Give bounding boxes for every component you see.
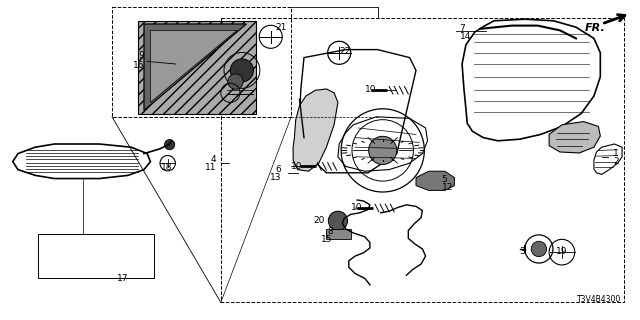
Polygon shape	[150, 30, 237, 102]
Text: T3V4B4300: T3V4B4300	[577, 295, 621, 304]
Text: 3: 3	[519, 247, 525, 256]
Text: 1: 1	[613, 149, 619, 158]
Text: 20: 20	[314, 216, 325, 225]
Text: 18: 18	[161, 164, 173, 172]
Text: 5: 5	[442, 175, 447, 184]
Text: 11: 11	[205, 164, 216, 172]
Text: 19: 19	[556, 247, 567, 256]
Circle shape	[164, 140, 175, 150]
Text: FR.: FR.	[585, 23, 605, 33]
Polygon shape	[549, 122, 600, 153]
Circle shape	[531, 241, 547, 257]
Text: 12: 12	[442, 183, 453, 192]
Text: 6: 6	[276, 165, 282, 174]
Polygon shape	[416, 171, 454, 190]
Polygon shape	[144, 24, 246, 110]
Polygon shape	[138, 21, 256, 114]
Circle shape	[328, 211, 348, 230]
Text: 21: 21	[275, 23, 287, 32]
Circle shape	[228, 74, 243, 89]
Text: 14: 14	[460, 32, 471, 41]
Text: 10: 10	[365, 85, 376, 94]
Circle shape	[369, 136, 397, 164]
Text: 10: 10	[351, 204, 362, 212]
Text: 9: 9	[138, 52, 144, 60]
Text: 7: 7	[460, 24, 465, 33]
Text: 2: 2	[613, 157, 619, 166]
Circle shape	[230, 59, 253, 82]
Text: 4: 4	[211, 156, 216, 164]
Text: 10: 10	[291, 162, 303, 171]
Text: 8: 8	[327, 228, 333, 236]
Text: 15: 15	[321, 236, 333, 244]
Text: 16: 16	[132, 61, 144, 70]
Text: 22: 22	[339, 47, 351, 56]
Text: 17: 17	[117, 274, 129, 283]
Polygon shape	[293, 89, 338, 171]
Polygon shape	[326, 229, 351, 239]
Text: 13: 13	[270, 173, 282, 182]
